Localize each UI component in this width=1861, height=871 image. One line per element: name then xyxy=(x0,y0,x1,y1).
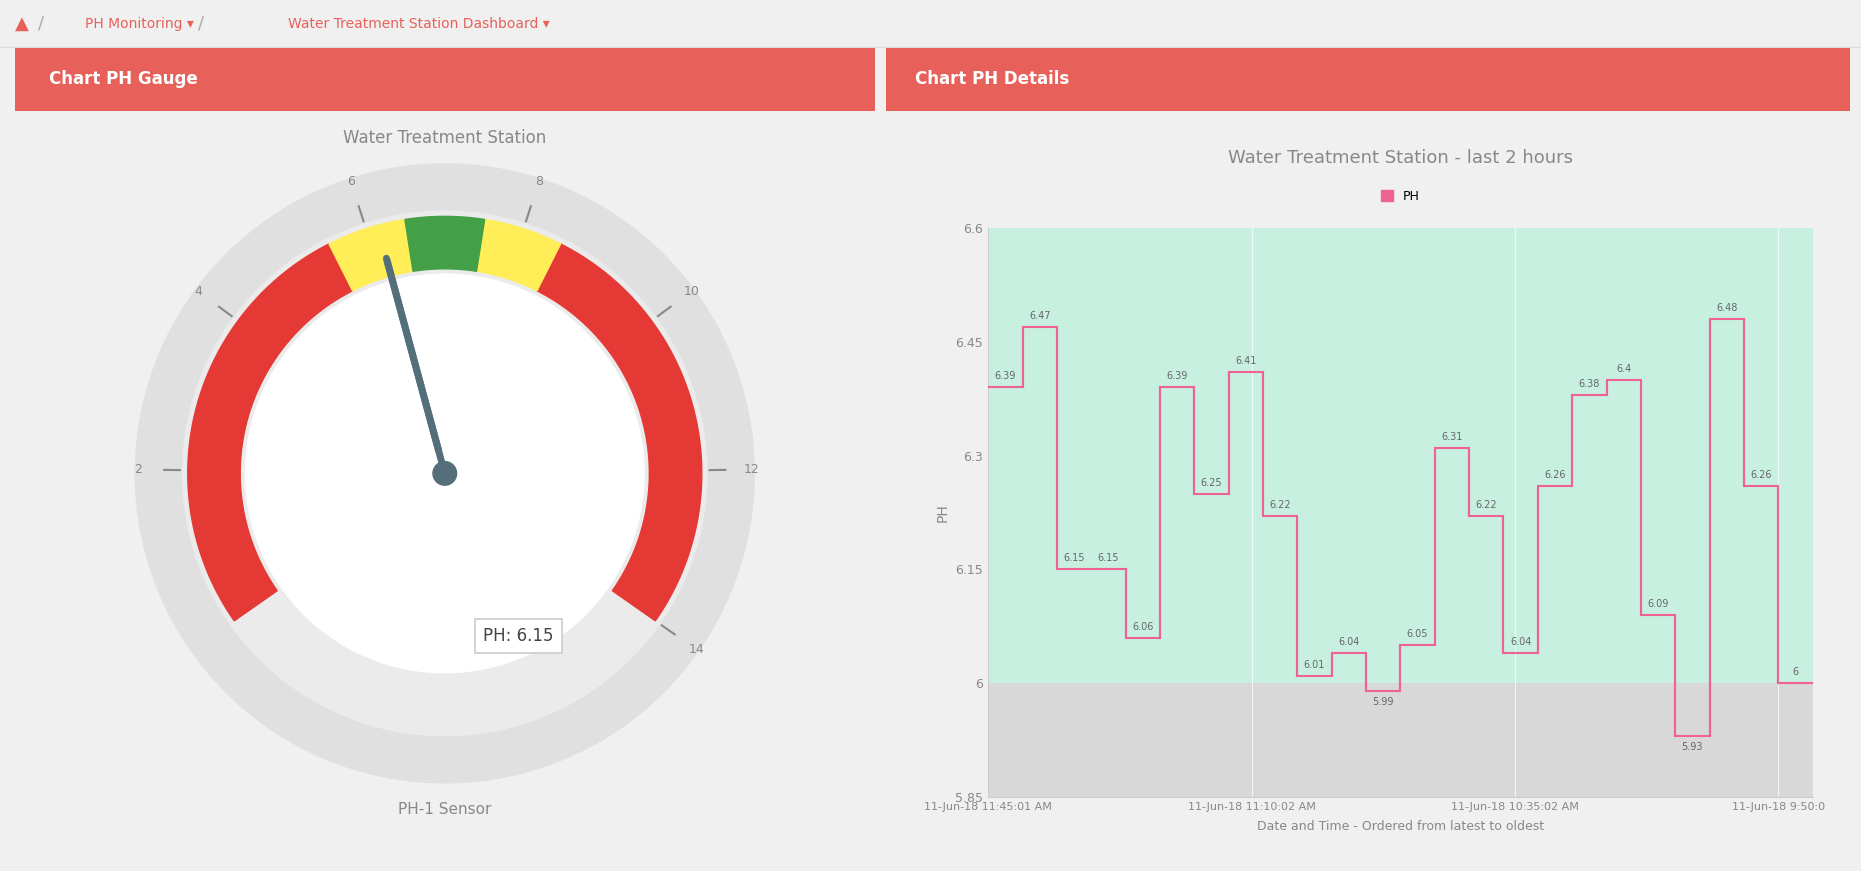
Text: 6.15: 6.15 xyxy=(1098,553,1118,564)
Text: 12: 12 xyxy=(744,463,759,476)
Bar xyxy=(988,228,1813,683)
Text: Chart PH Gauge: Chart PH Gauge xyxy=(48,71,197,88)
Text: Water Treatment Station - last 2 hours: Water Treatment Station - last 2 hours xyxy=(1228,149,1573,167)
Text: Water Treatment Station Dashboard ▾: Water Treatment Station Dashboard ▾ xyxy=(288,17,549,31)
Text: ▲: ▲ xyxy=(15,15,30,33)
Text: /: / xyxy=(37,15,45,33)
Circle shape xyxy=(434,462,456,485)
Text: 6.39: 6.39 xyxy=(1167,371,1187,381)
Text: 6.38: 6.38 xyxy=(1578,379,1600,389)
Text: 6.26: 6.26 xyxy=(1751,470,1772,480)
Text: 6.06: 6.06 xyxy=(1131,622,1154,631)
Text: 8: 8 xyxy=(534,175,543,188)
Polygon shape xyxy=(406,216,484,271)
Bar xyxy=(886,48,1850,111)
Text: PH Monitoring ▾: PH Monitoring ▾ xyxy=(86,17,194,31)
Text: 6.22: 6.22 xyxy=(1476,500,1496,510)
Text: 5.93: 5.93 xyxy=(1682,742,1703,753)
Text: PH-1 Sensor: PH-1 Sensor xyxy=(398,801,491,817)
Polygon shape xyxy=(188,244,352,621)
Circle shape xyxy=(246,274,644,672)
Bar xyxy=(988,683,1813,797)
Text: 6: 6 xyxy=(1792,667,1798,677)
Text: 6.4: 6.4 xyxy=(1615,364,1632,374)
Text: 6.47: 6.47 xyxy=(1029,311,1050,321)
Text: 6.04: 6.04 xyxy=(1509,637,1532,647)
Text: 6.15: 6.15 xyxy=(1063,553,1085,564)
Text: 5.99: 5.99 xyxy=(1372,697,1394,707)
Legend: PH: PH xyxy=(1375,185,1426,208)
Text: 6.05: 6.05 xyxy=(1407,629,1429,639)
Text: 6.31: 6.31 xyxy=(1440,432,1463,442)
Polygon shape xyxy=(329,219,413,291)
Text: 6.26: 6.26 xyxy=(1545,470,1565,480)
Circle shape xyxy=(136,164,754,783)
Text: 14: 14 xyxy=(689,643,703,656)
Text: 6.09: 6.09 xyxy=(1647,599,1669,609)
Text: 6.25: 6.25 xyxy=(1200,477,1223,488)
Text: 6: 6 xyxy=(346,175,355,188)
Text: 6.22: 6.22 xyxy=(1269,500,1292,510)
X-axis label: Date and Time - Ordered from latest to oldest: Date and Time - Ordered from latest to o… xyxy=(1256,820,1545,834)
Text: /: / xyxy=(197,15,205,33)
Text: 2: 2 xyxy=(134,463,141,476)
Text: 6.01: 6.01 xyxy=(1305,659,1325,670)
Text: 4: 4 xyxy=(194,285,201,298)
Text: 10: 10 xyxy=(683,285,700,298)
Polygon shape xyxy=(476,219,560,291)
Text: 6.39: 6.39 xyxy=(994,371,1016,381)
Bar xyxy=(15,48,875,111)
Y-axis label: PH: PH xyxy=(936,503,949,522)
Text: 6.04: 6.04 xyxy=(1338,637,1360,647)
Text: PH: 6.15: PH: 6.15 xyxy=(484,627,553,645)
Text: 6.41: 6.41 xyxy=(1236,356,1256,366)
Text: 6.48: 6.48 xyxy=(1716,303,1738,314)
Text: Water Treatment Station: Water Treatment Station xyxy=(342,129,547,146)
Circle shape xyxy=(182,211,707,736)
Text: Chart PH Details: Chart PH Details xyxy=(916,71,1068,88)
Polygon shape xyxy=(538,244,702,621)
